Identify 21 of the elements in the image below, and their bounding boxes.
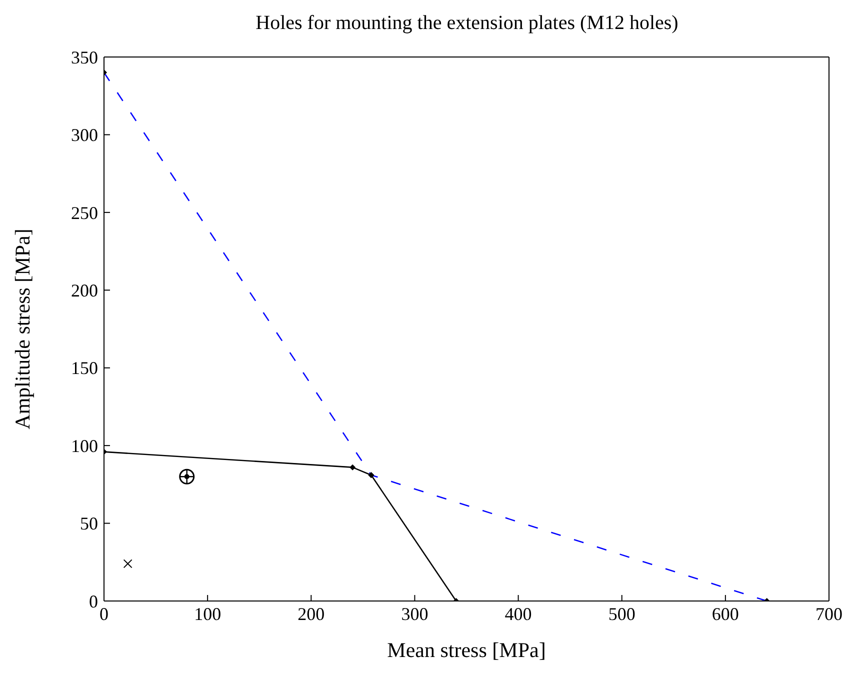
x-tick-label: 100 (194, 604, 222, 624)
point (350, 464, 356, 470)
x-tick-label: 400 (504, 604, 532, 624)
x-axis-title: Mean stress [MPa] (387, 638, 546, 662)
y-tick-label: 50 (80, 514, 98, 534)
x-tick-label: 700 (816, 604, 842, 624)
y-tick-label: 100 (71, 436, 98, 456)
y-tick-label: 300 (71, 125, 98, 146)
y-tick-label: 250 (71, 202, 98, 223)
y-tick-label: 200 (71, 280, 98, 301)
y-tick-label: 350 (71, 47, 98, 68)
x-tick-label: 500 (608, 604, 636, 624)
x-tick-label: 300 (401, 604, 428, 624)
point (179, 468, 195, 484)
y-tick-label: 150 (71, 358, 98, 378)
y-axis-title: Amplitude stress [MPa] (10, 228, 34, 430)
chart-title: Holes for mounting the extension plates (M12 holes) (254, 12, 680, 35)
x-tick-label: 600 (712, 604, 739, 624)
y-tick-label: 0 (89, 591, 98, 612)
x-tick-label: 200 (298, 604, 325, 624)
point (123, 559, 132, 568)
